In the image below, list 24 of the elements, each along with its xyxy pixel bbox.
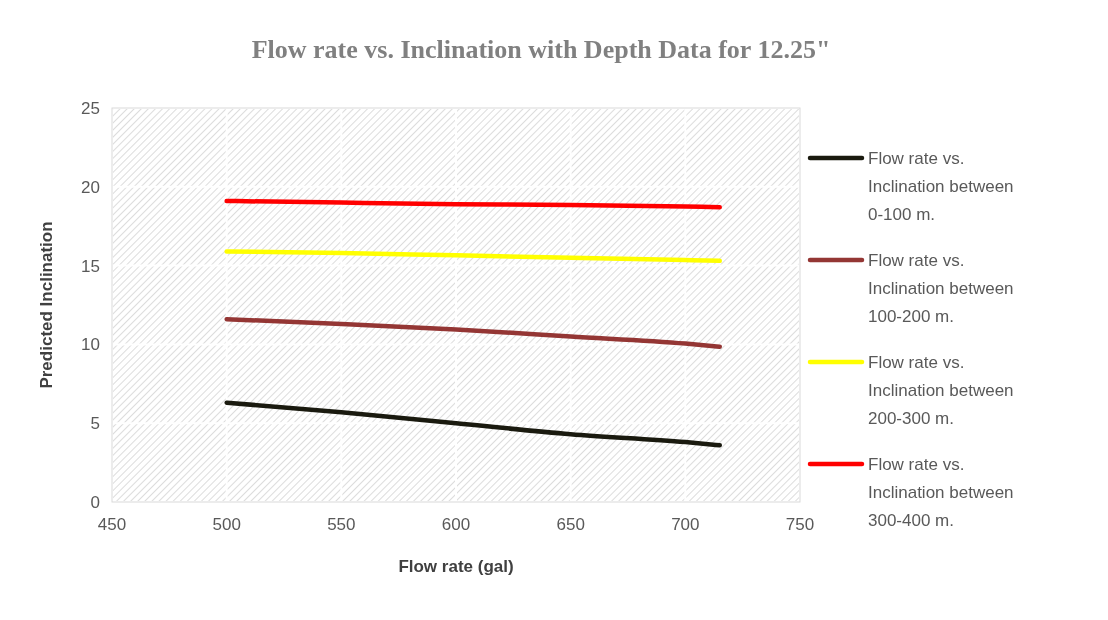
- x-tick-label: 750: [785, 515, 815, 534]
- x-tick-label: 450: [97, 515, 127, 534]
- x-axis-title: Flow rate (gal): [398, 557, 514, 576]
- chart-title: Flow rate vs. Inclination with Depth Data for 12.25": [251, 35, 831, 64]
- x-tick-label: 550: [327, 515, 356, 534]
- line-series: [224, 198, 722, 210]
- line-series: [224, 400, 722, 448]
- line-series: [224, 249, 722, 264]
- y-tick-label: 20: [81, 177, 100, 197]
- y-tick-label: 0: [90, 492, 100, 512]
- legend-label: Flow rate vs. Inclination between 100-200 m.: [868, 250, 1014, 326]
- legend-label: Flow rate vs. Inclination between 0-100 m.: [868, 148, 1014, 224]
- legend-label: Flow rate vs. Inclination between 300-400 m.: [868, 454, 1014, 530]
- y-tick-label: 5: [90, 414, 100, 434]
- line-series: [224, 316, 722, 350]
- y-tick-label: 25: [81, 98, 100, 118]
- x-tick-label: 600: [441, 515, 471, 534]
- y-tick-label: 10: [81, 335, 100, 355]
- x-tick-label: 650: [556, 515, 585, 534]
- x-tick-label: 500: [212, 515, 241, 534]
- y-axis-title: Predicted Inclination: [37, 221, 56, 389]
- legend-label: Flow rate vs. Inclination between 200-300 m.: [868, 352, 1014, 428]
- x-tick-label: 700: [671, 515, 700, 534]
- y-tick-label: 15: [81, 256, 100, 276]
